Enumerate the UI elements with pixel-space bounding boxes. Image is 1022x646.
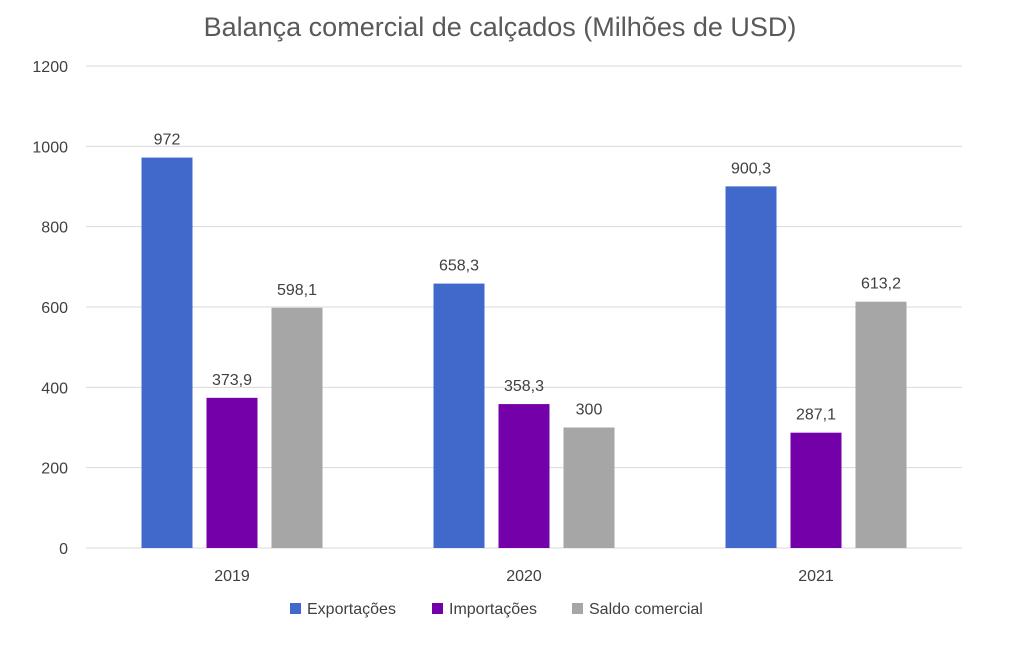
legend-swatch xyxy=(432,603,443,614)
bar-importações-2019 xyxy=(206,397,258,548)
x-axis-ticks: 2019 2020 2021 xyxy=(214,568,834,585)
data-label: 613,2 xyxy=(861,276,901,293)
bar-saldo-comercial-2020 xyxy=(563,427,615,548)
data-label: 972 xyxy=(154,132,181,149)
data-labels: 972 373,9 598,1 658,3 358,3 300 900,3 287,1 613,… xyxy=(154,132,901,424)
y-tick-label: 800 xyxy=(41,220,68,237)
bar-saldo-comercial-2021 xyxy=(855,301,907,548)
legend-label: Importações xyxy=(449,601,537,618)
x-tick-label: 2021 xyxy=(798,568,834,585)
bar-exportações-2019 xyxy=(141,157,193,548)
y-tick-label: 1000 xyxy=(32,139,68,156)
data-label: 287,1 xyxy=(796,407,836,424)
data-label: 300 xyxy=(576,402,603,419)
data-label: 373,9 xyxy=(212,372,252,389)
bars xyxy=(141,157,907,548)
y-tick-label: 600 xyxy=(41,300,68,317)
y-axis-ticks: 0 200 400 600 800 1000 1200 xyxy=(32,59,68,558)
bar-exportações-2020 xyxy=(433,283,485,548)
x-tick-label: 2019 xyxy=(214,568,250,585)
bar-saldo-comercial-2019 xyxy=(271,307,323,548)
data-label: 900,3 xyxy=(731,160,771,177)
legend: Exportações Importações Saldo comercial xyxy=(290,601,703,618)
chart-title: Balança comercial de calçados (Milhões d… xyxy=(204,12,797,42)
bar-importações-2021 xyxy=(790,432,842,548)
legend-swatch xyxy=(290,603,301,614)
data-label: 658,3 xyxy=(439,258,479,275)
legend-label: Exportações xyxy=(307,601,396,618)
y-tick-label: 0 xyxy=(59,541,68,558)
x-tick-label: 2020 xyxy=(506,568,542,585)
data-label: 358,3 xyxy=(504,378,544,395)
legend-label: Saldo comercial xyxy=(589,601,703,618)
y-tick-label: 400 xyxy=(41,380,68,397)
legend-swatch xyxy=(572,603,583,614)
data-label: 598,1 xyxy=(277,282,317,299)
y-tick-label: 1200 xyxy=(32,59,68,76)
bar-exportações-2021 xyxy=(725,186,777,548)
bar-importações-2020 xyxy=(498,404,550,548)
y-tick-label: 200 xyxy=(41,461,68,478)
